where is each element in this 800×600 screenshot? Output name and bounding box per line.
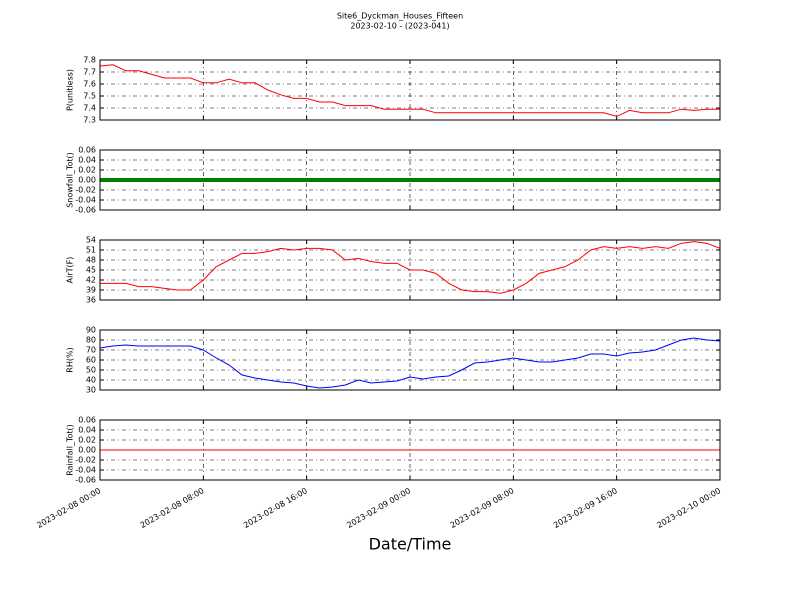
plot-frame xyxy=(99,329,721,391)
y-tick-label: 0.04 xyxy=(78,156,96,165)
y-tick-label: 40 xyxy=(86,376,96,385)
y-axis-label: RH(%) xyxy=(66,347,75,372)
y-tick-label: -0.04 xyxy=(75,466,96,475)
y-tick-label: 7.5 xyxy=(83,92,96,101)
x-tick-label: 2023-02-08 00:00 xyxy=(35,486,102,530)
y-tick-label: 60 xyxy=(86,356,96,365)
plot-frame xyxy=(99,239,721,301)
y-tick-label: 7.4 xyxy=(83,104,96,113)
y-axis-label: P(unitless) xyxy=(66,69,75,111)
subtitle: 2023-02-10 - (2023-041) xyxy=(350,22,449,31)
y-axis-label: Rainfall_Tot() xyxy=(66,424,75,476)
y-tick-label: -0.02 xyxy=(75,456,96,465)
y-axis-label: AirT(F) xyxy=(66,257,75,284)
y-tick-label: 7.6 xyxy=(83,80,96,89)
y-tick-label: 0.04 xyxy=(78,426,96,435)
x-tick-label: 2023-02-09 00:00 xyxy=(345,486,412,530)
x-tick-label: 2023-02-09 08:00 xyxy=(449,486,516,530)
data-line xyxy=(99,337,721,389)
y-tick-label: 80 xyxy=(86,336,96,345)
y-tick-label: 39 xyxy=(86,286,96,295)
y-tick-label: 51 xyxy=(86,246,96,255)
x-tick-label: 2023-02-08 16:00 xyxy=(242,486,309,530)
y-tick-label: 0.00 xyxy=(78,446,96,455)
y-tick-label: 0.02 xyxy=(78,436,96,445)
y-tick-label: 42 xyxy=(86,276,96,285)
x-tick-label: 2023-02-10 00:00 xyxy=(655,486,722,530)
y-tick-label: 70 xyxy=(86,346,96,355)
y-tick-label: 7.8 xyxy=(83,56,96,65)
y-tick-label: 30 xyxy=(86,386,96,395)
y-tick-label: 48 xyxy=(86,256,96,265)
y-tick-label: 0.00 xyxy=(78,176,96,185)
y-tick-label: 0.06 xyxy=(78,146,96,155)
y-tick-label: -0.02 xyxy=(75,186,96,195)
y-tick-label: -0.06 xyxy=(75,206,96,215)
title: Site6_Dyckman_Houses_Fifteen xyxy=(337,12,463,21)
y-tick-label: -0.04 xyxy=(75,196,96,205)
y-tick-label: 36 xyxy=(86,296,96,305)
y-tick-label: 0.06 xyxy=(78,416,96,425)
y-tick-label: 90 xyxy=(86,326,96,335)
y-tick-label: -0.06 xyxy=(75,476,96,485)
data-line xyxy=(100,241,721,294)
x-axis-label: Date/Time xyxy=(369,535,452,554)
y-tick-label: 7.7 xyxy=(83,68,96,77)
y-axis-label: Snowfall_Tot() xyxy=(66,152,75,208)
data-line xyxy=(99,64,720,117)
x-tick-label: 2023-02-08 08:00 xyxy=(139,486,206,530)
y-tick-label: 50 xyxy=(86,366,96,375)
plot-frame xyxy=(99,59,721,121)
plot-frame xyxy=(99,149,721,211)
y-tick-label: 0.02 xyxy=(78,166,96,175)
x-tick-label: 2023-02-09 16:00 xyxy=(552,486,619,530)
plot-frame xyxy=(99,419,721,481)
y-tick-label: 7.3 xyxy=(83,116,96,125)
y-tick-label: 54 xyxy=(86,236,96,245)
y-tick-label: 45 xyxy=(86,266,96,275)
